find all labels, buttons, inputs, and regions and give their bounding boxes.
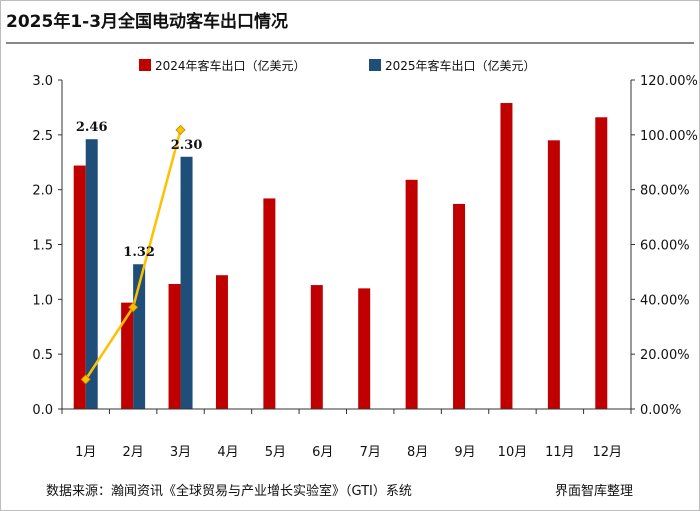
bar-2024 xyxy=(595,117,608,409)
y-right-tick-label: 100.00% xyxy=(640,129,698,144)
y-left-tick-label: 1.5 xyxy=(32,239,53,254)
y-left-tick-label: 2.0 xyxy=(32,184,53,199)
y-left-tick-label: 3.0 xyxy=(32,74,53,89)
y-right-tick-label: 60.00% xyxy=(640,239,690,254)
x-tick-label: 4月 xyxy=(217,445,238,460)
y-left-tick-label: 2.5 xyxy=(32,129,53,144)
bar-2024 xyxy=(358,288,371,409)
bar-2024 xyxy=(547,140,560,410)
x-tick-label: 1月 xyxy=(75,445,96,460)
y-right-tick-label: 40.00% xyxy=(640,293,690,308)
brand-note: 界面智库整理 xyxy=(555,484,634,499)
y-left-tick-label: 0.0 xyxy=(32,403,53,418)
y-right-tick-label: 20.00% xyxy=(640,348,690,363)
legend: 2024年客车出口（亿美元） 2025年客车出口（亿美元） xyxy=(139,58,536,73)
legend-swatch xyxy=(369,59,381,71)
x-tick-label: 10月 xyxy=(498,445,528,460)
x-tick-label: 12月 xyxy=(593,445,623,460)
bar-2024 xyxy=(310,285,323,409)
y-right-tick-label: 0.00% xyxy=(640,403,681,418)
axes: 0.0 0.5 1.0 1.5 2.0 2.5 3.0 0.00% 20.00% 40.00% 60… xyxy=(32,74,698,460)
x-tick-label: 6月 xyxy=(312,445,333,460)
y-right-tick-label: 120.00% xyxy=(640,74,698,89)
x-tick-label: 7月 xyxy=(360,445,381,460)
source-note: 数据来源：瀚闻资讯《全球贸易与产业增长实验室》（GTI）系统 xyxy=(46,484,412,499)
bar-2024 xyxy=(168,283,181,409)
growth-point xyxy=(80,374,91,385)
legend-swatch xyxy=(139,59,151,71)
data-label: 2.46 xyxy=(76,120,108,135)
bar-2025 xyxy=(180,156,193,409)
bar-2025 xyxy=(85,139,98,409)
x-tick-label: 3月 xyxy=(170,445,191,460)
x-tick-label: 9月 xyxy=(454,445,475,460)
growth-line xyxy=(80,124,186,385)
bar-2024 xyxy=(263,198,276,409)
y-left-tick-label: 0.5 xyxy=(32,348,53,363)
legend-label: 2024年客车出口（亿美元） xyxy=(155,58,306,73)
growth-point xyxy=(175,124,186,135)
bar-2024 xyxy=(453,203,466,409)
data-label: 2.30 xyxy=(171,138,203,153)
bar-2024 xyxy=(215,275,228,409)
data-label: 1.32 xyxy=(123,245,155,260)
chart-title: 2025年1-3月全国电动客车出口情况 xyxy=(6,12,289,32)
x-tick-label: 2月 xyxy=(122,445,143,460)
title-divider xyxy=(6,42,694,44)
growth-point xyxy=(128,302,139,313)
legend-label: 2025年客车出口（亿美元） xyxy=(385,58,536,73)
data-labels: 2.46 1.32 2.30 xyxy=(76,120,203,260)
bar-2024 xyxy=(500,103,513,409)
y-left-tick-label: 1.0 xyxy=(32,293,53,308)
x-tick-label: 8月 xyxy=(407,445,428,460)
bar-2024 xyxy=(73,165,86,409)
x-tick-label: 5月 xyxy=(265,445,286,460)
bar-2024 xyxy=(405,179,418,409)
y-right-tick-label: 80.00% xyxy=(640,184,690,199)
bars xyxy=(73,103,608,410)
x-tick-label: 11月 xyxy=(545,445,575,460)
bar-2024 xyxy=(121,302,134,409)
